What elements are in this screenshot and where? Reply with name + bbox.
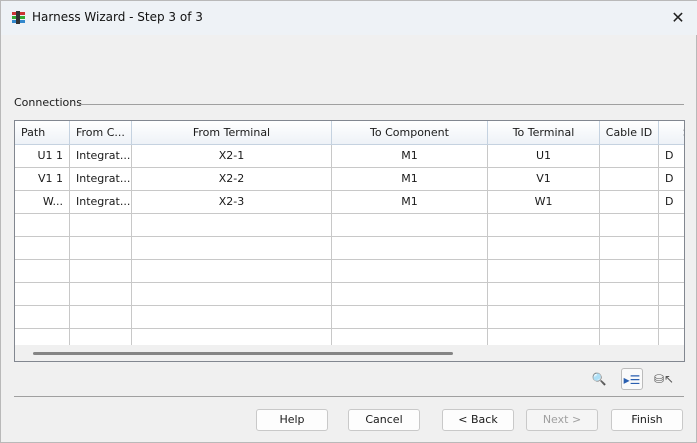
edit-list-button[interactable]: ▸☰ (621, 368, 643, 390)
column-header[interactable]: S (659, 121, 684, 145)
cancel-button[interactable]: Cancel (348, 409, 420, 431)
table-cell[interactable]: M1 (332, 191, 488, 214)
harness-app-icon (12, 11, 25, 24)
table-cell[interactable] (332, 260, 488, 283)
table-cell[interactable]: X2-1 (132, 145, 332, 168)
table-cell[interactable] (600, 260, 659, 283)
table-cell[interactable] (15, 214, 70, 237)
column-header[interactable]: To Terminal (488, 121, 600, 145)
select-component-button[interactable]: ⛁↖ (653, 368, 675, 390)
table-cell[interactable]: V1 (488, 168, 600, 191)
table-cell[interactable]: Integrat... (70, 168, 132, 191)
vertical-edge (684, 121, 685, 362)
column-header[interactable]: Path (15, 121, 70, 145)
table-cell[interactable]: D (659, 145, 684, 168)
table-cell[interactable] (332, 214, 488, 237)
table-cell[interactable]: X2-3 (132, 191, 332, 214)
table-cell[interactable]: M1 (332, 145, 488, 168)
column-header[interactable]: From C... (70, 121, 132, 145)
select-component-icon: ⛁↖ (653, 372, 675, 386)
table-cell[interactable] (70, 260, 132, 283)
table-cell[interactable] (332, 283, 488, 306)
close-button[interactable]: ✕ (671, 8, 685, 27)
table-cell[interactable] (132, 306, 332, 329)
window-title: Harness Wizard - Step 3 of 3 (32, 10, 203, 24)
table-cell[interactable] (15, 283, 70, 306)
next-button: Next > (526, 409, 598, 431)
table-cell[interactable] (600, 191, 659, 214)
column-header[interactable]: To Component (332, 121, 488, 145)
table-cell[interactable] (332, 237, 488, 260)
scrollbar-thumb[interactable] (33, 352, 453, 355)
title-bar: Harness Wizard - Step 3 of 3 ✕ (1, 1, 697, 35)
connections-table[interactable]: D W1 M1 X2-3 Integrat... W... D V1 M1 X2-2 Integra… (14, 120, 685, 362)
column-header[interactable]: From Terminal (132, 121, 332, 145)
table-cell[interactable] (488, 283, 600, 306)
connections-group-label: Connections (14, 96, 82, 109)
table-cell[interactable]: U1 1 (15, 145, 70, 168)
table-cell[interactable] (132, 237, 332, 260)
table-cell[interactable] (659, 237, 684, 260)
table-cell[interactable] (659, 306, 684, 329)
table-cell[interactable]: D (659, 191, 684, 214)
find-button[interactable]: 🔍 (588, 368, 610, 390)
table-cell[interactable] (70, 237, 132, 260)
table-cell[interactable]: Integrat... (70, 191, 132, 214)
table-cell[interactable] (15, 306, 70, 329)
table-cell[interactable] (600, 237, 659, 260)
table-cell[interactable] (600, 283, 659, 306)
column-header[interactable]: Cable ID (600, 121, 659, 145)
table-cell[interactable]: V1 1 (15, 168, 70, 191)
find-icon: 🔍 (591, 372, 607, 386)
table-cell[interactable]: W1 (488, 191, 600, 214)
table-cell[interactable]: X2-2 (132, 168, 332, 191)
horizontal-scrollbar[interactable] (15, 345, 684, 361)
help-button[interactable]: Help (256, 409, 328, 431)
group-divider (79, 104, 684, 105)
table-cell[interactable]: Integrat... (70, 145, 132, 168)
button-separator (14, 396, 684, 397)
table-cell[interactable] (15, 260, 70, 283)
table-cell[interactable] (15, 237, 70, 260)
table-cell[interactable] (600, 145, 659, 168)
table-cell[interactable] (659, 260, 684, 283)
table-cell[interactable] (132, 214, 332, 237)
table-cell[interactable] (488, 260, 600, 283)
table-cell[interactable] (332, 306, 488, 329)
table-cell[interactable] (70, 306, 132, 329)
back-button[interactable]: < Back (442, 409, 514, 431)
table-cell[interactable]: D (659, 168, 684, 191)
table-cell[interactable] (600, 214, 659, 237)
table-cell[interactable] (488, 306, 600, 329)
table-cell[interactable] (132, 260, 332, 283)
table-cell[interactable]: W... (15, 191, 70, 214)
edit-list-icon: ▸☰ (623, 373, 641, 387)
table-cell[interactable]: U1 (488, 145, 600, 168)
table-cell[interactable] (488, 214, 600, 237)
table-cell[interactable] (600, 306, 659, 329)
table-cell[interactable] (132, 283, 332, 306)
table-cell[interactable] (70, 214, 132, 237)
table-cell[interactable] (488, 237, 600, 260)
table-cell[interactable] (659, 214, 684, 237)
table-cell[interactable] (70, 283, 132, 306)
finish-button[interactable]: Finish (611, 409, 683, 431)
table-cell[interactable]: M1 (332, 168, 488, 191)
table-cell[interactable] (659, 283, 684, 306)
table-cell[interactable] (600, 168, 659, 191)
